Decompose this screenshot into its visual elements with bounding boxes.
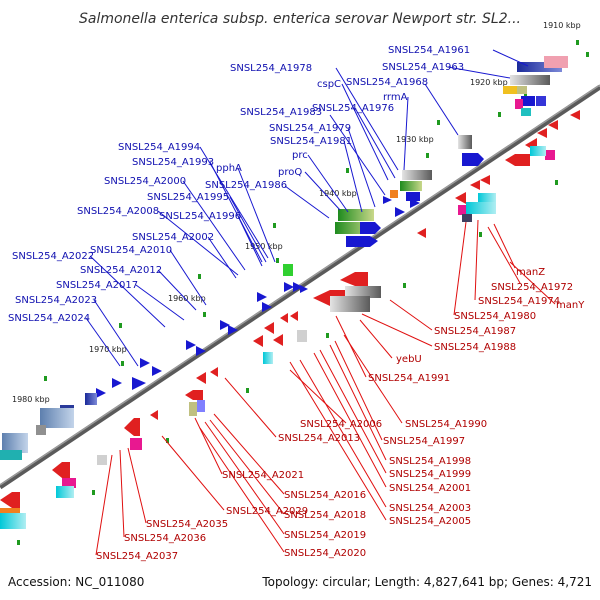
gene-label: SNSL254_A1997	[383, 436, 465, 447]
gene-label: SNSL254_A1995	[147, 192, 229, 203]
kbp-tick: 1920 kbp	[470, 78, 508, 87]
gene-label: SNSL254_A1993	[132, 157, 214, 168]
gene-label: manY	[556, 300, 585, 311]
gene-label: SNSL254_A2021	[222, 470, 304, 481]
kbp-tick: 1960 kbp	[168, 294, 206, 303]
gene-label: SNSL254_A2013	[278, 433, 360, 444]
upper-gene-labels: SNSL254_A1961 SNSL254_A1963 SNSL254_A197…	[8, 45, 470, 324]
gene-label: SNSL254_A1976	[312, 103, 394, 114]
gene-label: SNSL254_A1972	[491, 282, 573, 293]
gene-label: SNSL254_A2037	[96, 551, 178, 562]
kbp-tick: 1910 kbp	[543, 21, 581, 30]
gene-label: SNSL254_A1991	[368, 373, 450, 384]
gene-label: SNSL254_A1980	[454, 311, 536, 322]
gene-label: SNSL254_A2010	[90, 245, 172, 256]
gene-label: SNSL254_A1961	[388, 45, 470, 56]
lower-strand-genes	[0, 110, 580, 529]
kbp-tick: 1930 kbp	[396, 135, 434, 144]
gene-label: SNSL254_A1979	[269, 123, 351, 134]
gene-label: SNSL254_A2008	[77, 206, 159, 217]
gene-label: SNSL254_A2002	[132, 232, 214, 243]
gene-label: SNSL254_A1983	[240, 107, 322, 118]
gene-label: SNSL254_A2024	[8, 313, 90, 324]
gene-label: SNSL254_A1988	[434, 342, 516, 353]
lower-leader-lines	[95, 219, 556, 556]
genome-summary-text: Topology: circular; Length: 4,827,641 bp…	[261, 575, 592, 589]
gene-label: SNSL254_A2019	[284, 530, 366, 541]
gene-label: SNSL254_A2023	[15, 295, 97, 306]
gene-label: SNSL254_A1986	[205, 180, 287, 191]
accession-text: Accession: NC_011080	[8, 575, 144, 589]
gene-label: SNSL254_A2003	[389, 503, 471, 514]
gene-label: SNSL254_A1974	[478, 296, 560, 307]
gene-label: SNSL254_A2022	[12, 251, 94, 262]
gene-label: SNSL254_A1987	[434, 326, 516, 337]
gene-label: cspC	[317, 79, 341, 90]
gene-label: SNSL254_A1981	[270, 136, 352, 147]
upper-leader-lines	[85, 49, 529, 367]
gene-label: SNSL254_A2017	[56, 280, 138, 291]
gene-label: SNSL254_A2016	[284, 490, 366, 501]
gene-label: pphA	[216, 163, 242, 174]
gene-label: SNSL254_A1968	[346, 77, 428, 88]
gene-label: proQ	[278, 167, 302, 178]
gene-label: SNSL254_A1996	[159, 211, 241, 222]
gene-label: SNSL254_A2018	[284, 510, 366, 521]
lower-gene-labels: manZ SNSL254_A1972 SNSL254_A1974 manY SN…	[96, 267, 585, 562]
gene-label: SNSL254_A2020	[284, 548, 366, 559]
gene-label: SNSL254_A2029	[226, 506, 308, 517]
gene-label: SNSL254_A1990	[405, 419, 487, 430]
gene-label: SNSL254_A1998	[389, 456, 471, 467]
gene-label: SNSL254_A1978	[230, 63, 312, 74]
gene-label: SNSL254_A1963	[382, 62, 464, 73]
gene-label: rrmA	[383, 92, 408, 103]
gene-label: yebU	[396, 354, 422, 365]
kbp-tick: 1950 kbp	[245, 242, 283, 251]
gene-label: SNSL254_A2006	[300, 419, 382, 430]
gene-label: SNSL254_A1999	[389, 469, 471, 480]
gene-label: SNSL254_A2012	[80, 265, 162, 276]
gene-label: manZ	[516, 267, 545, 278]
gene-label: SNSL254_A1994	[118, 142, 200, 153]
gene-label: SNSL254_A2035	[146, 519, 228, 530]
gene-label: SNSL254_A2000	[104, 176, 186, 187]
upper-strand-genes	[0, 56, 568, 460]
gene-label: SNSL254_A2005	[389, 516, 471, 527]
gene-label: prc	[292, 150, 308, 161]
gene-label: SNSL254_A2001	[389, 483, 471, 494]
kbp-tick: 1940 kbp	[319, 189, 357, 198]
kbp-tick: 1980 kbp	[12, 395, 50, 404]
map-title: Salmonella enterica subsp. enterica sero…	[79, 11, 521, 27]
gene-label: SNSL254_A2036	[124, 533, 206, 544]
